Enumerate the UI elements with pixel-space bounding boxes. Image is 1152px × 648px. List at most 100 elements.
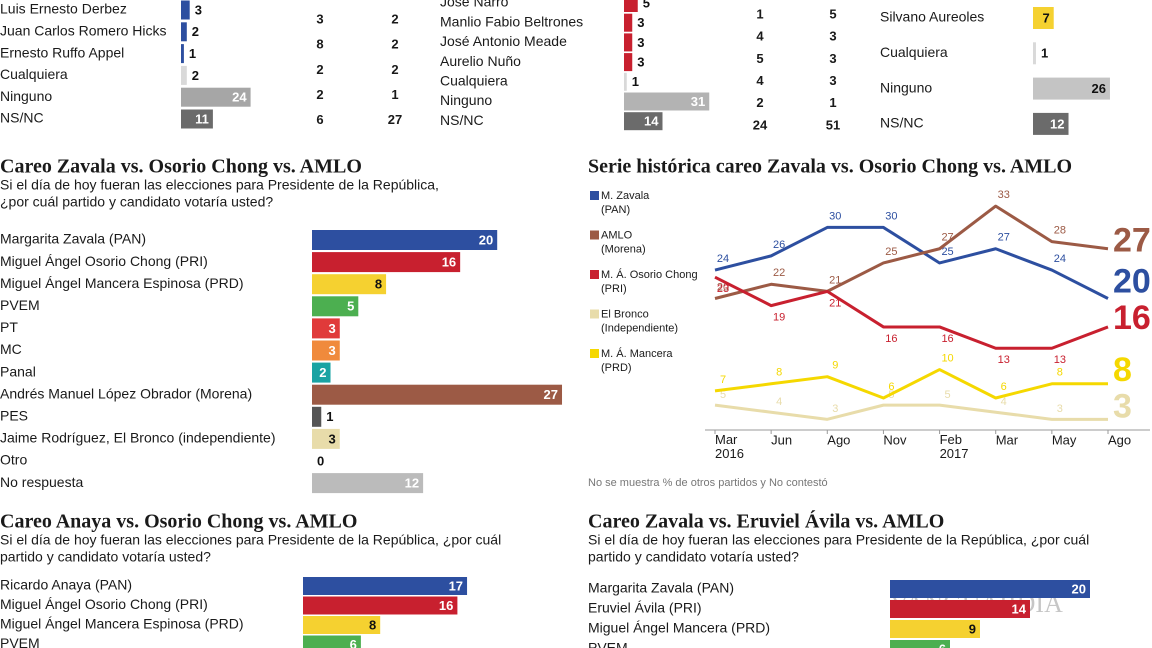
point-label: 5	[945, 389, 951, 401]
category-label: Cualquiera	[880, 44, 948, 60]
point-label: 27	[998, 232, 1010, 244]
table-cell: 1	[391, 87, 398, 102]
point-label: 5	[720, 389, 726, 401]
value-label: 9	[969, 621, 976, 636]
chart-title: Careo Zavala vs. Eruviel Ávila vs. AMLO	[588, 510, 944, 533]
category-label: José Antonio Meade	[440, 33, 567, 49]
table-cell: 4	[756, 73, 764, 88]
value-label: 3	[329, 321, 336, 336]
value-label: 1	[632, 74, 639, 89]
bar	[312, 362, 331, 383]
value-label: 11	[195, 111, 209, 126]
category-label: Ninguno	[440, 92, 492, 108]
category-label: Manlio Fabio Beltrones	[440, 13, 583, 29]
value-label: 2	[192, 24, 199, 39]
bar	[312, 274, 387, 295]
bar	[890, 580, 1090, 598]
x-tick-label: Feb 2017	[940, 432, 969, 461]
bar	[181, 87, 251, 107]
category-label: Cualquiera	[440, 73, 508, 89]
table-cell: 1	[829, 95, 836, 110]
bar	[890, 600, 1030, 618]
chart-subtitle: Si el día de hoy fueran las elecciones p…	[588, 532, 1089, 548]
table-cell: 2	[391, 11, 398, 26]
table-cell: 5	[829, 6, 836, 21]
value-label: 5	[643, 0, 650, 10]
bar	[303, 596, 458, 615]
category-label: Miguel Ángel Mancera Espinosa (PRD)	[0, 616, 244, 632]
legend-label: AMLO (Morena)	[601, 229, 646, 255]
category-label: Ricardo Anaya (PAN)	[0, 577, 132, 593]
bar	[624, 0, 638, 12]
value-label: 3	[195, 2, 202, 17]
chart-title: Serie histórica careo Zavala vs. Osorio …	[588, 156, 1072, 178]
legend-swatch	[590, 270, 599, 279]
value-label: 3	[637, 35, 644, 50]
table-cell: 6	[316, 112, 323, 127]
bar	[624, 33, 633, 52]
bar	[312, 384, 563, 405]
value-label: 20	[1072, 581, 1086, 596]
x-tick-label: Ago	[827, 432, 850, 447]
category-label: Jaime Rodríguez, El Bronco (independient…	[0, 430, 276, 446]
value-label: 7	[1042, 10, 1049, 25]
value-label: 16	[442, 255, 456, 270]
point-label: 26	[773, 239, 785, 251]
value-label: 12	[405, 476, 419, 491]
category-label: Miguel Ángel Osorio Chong (PRI)	[0, 596, 208, 612]
bar	[303, 635, 361, 648]
point-label: 21	[829, 297, 841, 309]
table-cell: 8	[316, 37, 323, 52]
category-label: Andrés Manuel López Obrador (Morena)	[0, 385, 252, 401]
series-line	[714, 368, 1108, 400]
category-label: PVEM	[0, 297, 40, 313]
category-label: Miguel Ángel Osorio Chong (PRI)	[0, 253, 208, 269]
point-label: 9	[832, 360, 838, 372]
bar	[181, 109, 213, 129]
value-label: 24	[232, 90, 247, 105]
bar	[1033, 42, 1036, 65]
point-label: 16	[941, 333, 953, 345]
value-label: 26	[1091, 81, 1105, 96]
bar	[303, 577, 468, 595]
value-label: 8	[375, 277, 382, 292]
category-label: José Narro	[440, 0, 509, 10]
point-label: 30	[829, 210, 841, 222]
x-tick-label: Ago	[1108, 432, 1131, 447]
value-label: 12	[1050, 116, 1064, 131]
category-label: Otro	[0, 452, 27, 468]
point-label: 21	[829, 274, 841, 286]
point-label: 6	[1001, 381, 1007, 393]
bar	[624, 53, 633, 72]
value-label: 2	[319, 365, 326, 380]
bar	[312, 230, 498, 250]
bar	[624, 72, 627, 91]
category-label: Miguel Ángel Mancera Espinosa (PRD)	[0, 275, 244, 291]
chart-title: Careo Zavala vs. Osorio Chong vs. AMLO	[0, 156, 362, 178]
table-cell: 3	[316, 11, 323, 26]
x-tick-label: May	[1052, 432, 1077, 447]
category-label: Silvano Aureoles	[880, 9, 984, 25]
x-tick-label: Mar	[996, 432, 1019, 447]
value-label: 0	[317, 453, 324, 468]
legend-label: M. Zavala (PAN)	[601, 190, 650, 216]
table-cell: 24	[753, 117, 768, 132]
table-cell: 4	[756, 29, 764, 44]
bar	[181, 44, 184, 64]
value-label: 17	[449, 578, 463, 593]
point-label: 25	[941, 246, 953, 258]
point-label: 4	[776, 396, 782, 408]
point-label: 3	[832, 403, 838, 415]
legend-swatch	[590, 349, 599, 358]
bar	[890, 640, 950, 648]
table-cell: 1	[756, 6, 763, 21]
value-label: 14	[1012, 601, 1027, 616]
point-label: 8	[776, 367, 782, 379]
category-label: PVEM	[588, 640, 628, 648]
series-line	[714, 225, 1109, 300]
point-label: 24	[1054, 253, 1066, 265]
value-label: 3	[329, 343, 336, 358]
table-cell: 2	[756, 95, 763, 110]
category-label: Juan Carlos Romero Hicks	[0, 23, 167, 39]
bar	[312, 473, 424, 494]
